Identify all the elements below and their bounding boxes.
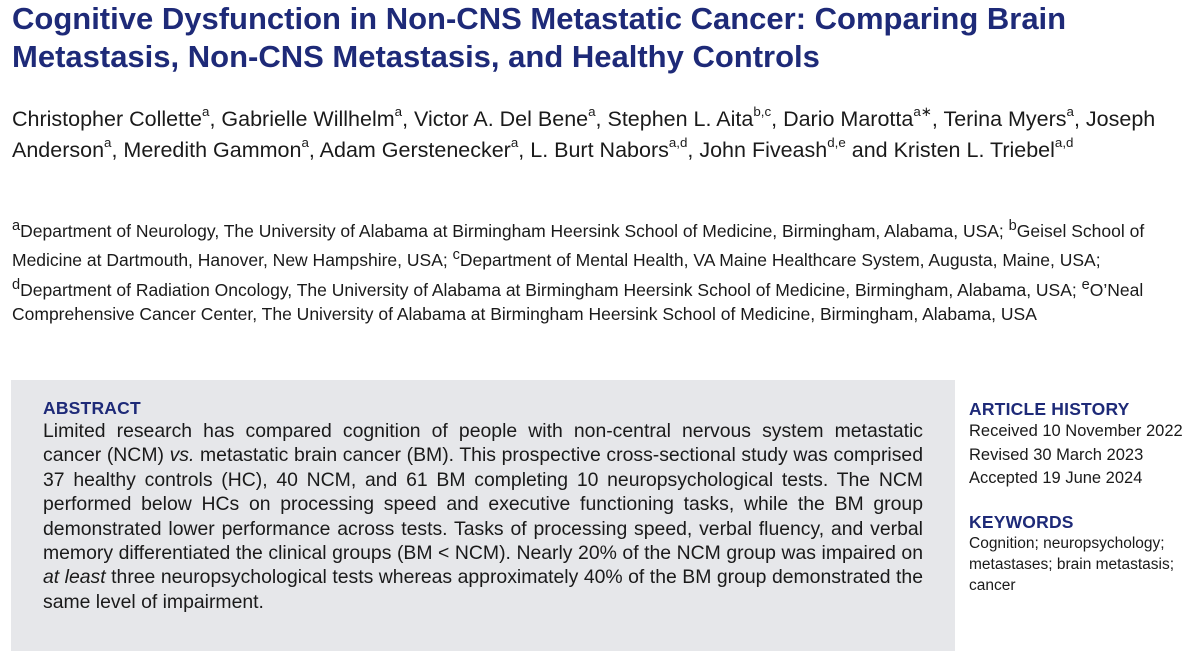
article-history: ARTICLE HISTORY Received 10 November 202… [969,399,1194,491]
abstract-text: Limited research has compared cognition … [43,419,923,614]
keywords-heading: KEYWORDS [969,512,1074,532]
author-affiliation-marker: a [301,134,309,150]
affiliation-text: Department of Neurology, The University … [20,220,1004,241]
received-date: Received 10 November 2022 [969,422,1183,440]
abstract-part-3: three neuropsychological tests whereas a… [43,566,923,613]
author-separator: and [845,138,894,162]
affiliation-text: O’Neal Comprehensive Cancer Center, The … [12,279,1144,325]
author-separator: , [931,107,944,131]
author-affiliation-marker: d,e [827,134,846,150]
author-affiliation-marker: a [1066,103,1074,119]
author-affiliation-marker: a [104,134,112,150]
author-name: Meredith Gammon [123,138,302,162]
affiliation-marker: b [1008,218,1017,234]
author-name: John Fiveash [699,138,828,162]
author-separator: , [209,107,222,131]
abstract-part-2: metastatic brain cancer (BM). This prosp… [43,444,923,565]
affiliations: aDepartment of Neurology, The University… [12,214,1187,327]
author-separator: , [111,138,124,162]
author-affiliation-marker: a,d [668,134,688,150]
abstract-at-least: at least [43,566,106,589]
author-separator: , [595,107,608,131]
article-title: Cognitive Dysfunction in Non-CNS Metasta… [12,1,1067,74]
author-separator: , [687,138,700,162]
affiliation-marker: a [12,218,21,234]
keywords-section: KEYWORDS Cognition; neuropsychology; met… [969,512,1193,596]
author-separator: , [771,107,784,131]
affiliation-marker: d [12,276,21,293]
abstract-part-1: Limited research has compared cognition … [43,420,923,467]
author-list: Christopher Collettea, Gabrielle Willhel… [12,104,1182,166]
affiliation-text: Department of Radiation Oncology, The Un… [20,279,1077,300]
author-affiliation-marker: a [510,134,519,150]
affiliation-marker: e [1081,276,1090,293]
author-separator: , [518,138,531,162]
author-name: Joseph Anderson [12,107,1156,162]
author-affiliation-marker: a [202,103,210,119]
author-name: L. Burt Nabors [530,138,669,162]
author-name: Christopher Collette [12,107,203,131]
author-affiliation-marker: a∗ [913,103,932,119]
author-name: Dario Marotta [783,107,914,131]
author-separator: , [308,138,320,162]
author-affiliation-marker: a,d [1054,134,1074,150]
article-history-heading: ARTICLE HISTORY [969,399,1130,419]
author-affiliation-marker: b,c [753,103,772,119]
revised-date: Revised 30 March 2023 [969,445,1144,464]
author-separator: , [402,107,415,131]
author-name: Terina Myers [943,107,1067,131]
author-separator: , [1073,107,1086,131]
affiliation-marker: c [452,247,460,264]
author-name: Gabrielle Willhelm [221,107,395,131]
abstract-box: ABSTRACT Limited research has compared c… [11,380,955,651]
abstract-vs: vs. [169,444,195,467]
abstract-heading: ABSTRACT [43,398,141,418]
keywords-text: Cognition; neuropsychology; metastases; … [969,535,1175,594]
author-name: Victor A. Del Bene [414,107,589,131]
author-affiliation-marker: a [588,103,596,119]
author-name: Kristen L. Triebel [893,138,1055,162]
author-affiliation-marker: a [394,103,403,119]
author-name: Adam Gerstenecker [319,138,511,162]
accepted-date: Accepted 19 June 2024 [969,469,1143,487]
affiliation-text: Department of Mental Health, VA Maine He… [459,250,1101,271]
author-name: Stephen L. Aita [607,107,754,131]
affiliation-text: Geisel School of Medicine at Dartmouth, … [12,220,1145,271]
